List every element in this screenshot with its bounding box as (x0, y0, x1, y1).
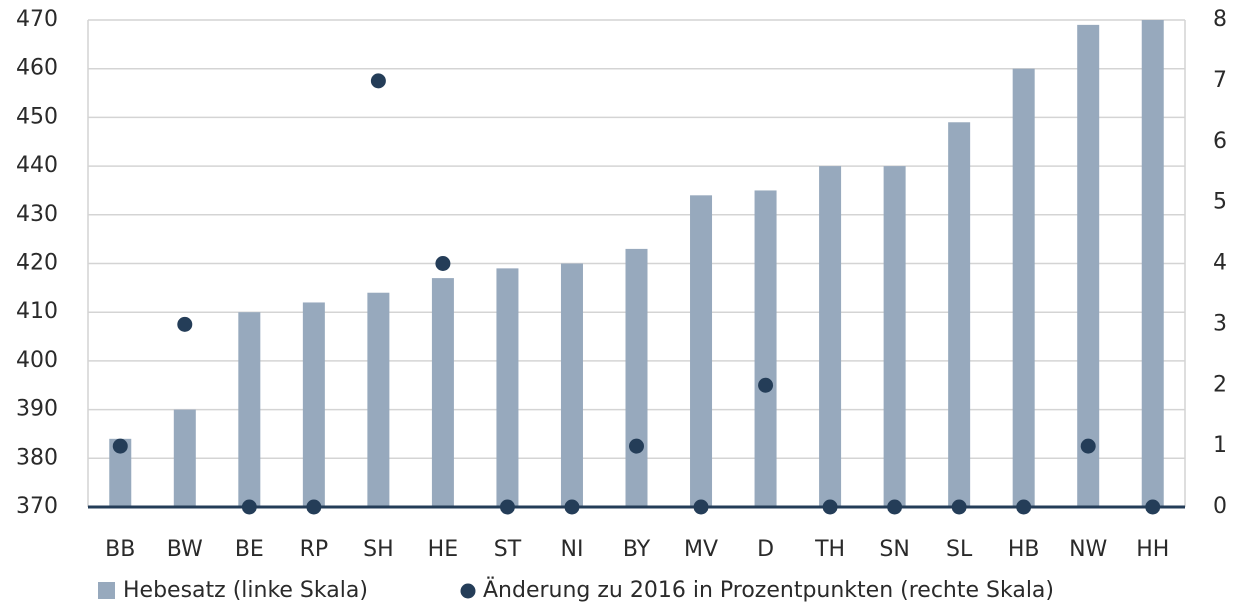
y2-tick-label: 8 (1213, 7, 1227, 32)
dot (306, 499, 322, 515)
y2-tick-label: 7 (1213, 68, 1227, 93)
dot (887, 499, 903, 515)
x-tick-label: MV (684, 537, 718, 562)
y2-tick-label: 3 (1213, 311, 1227, 336)
bar (496, 268, 519, 507)
y-tick-label: 450 (16, 104, 58, 129)
y-tick-label: 400 (16, 348, 58, 373)
y-tick-label: 470 (16, 7, 58, 32)
x-tick-label: SL (946, 537, 973, 562)
dot (177, 316, 193, 332)
x-tick-label: BW (167, 537, 203, 562)
bar (1141, 20, 1164, 507)
x-tick-label: BY (623, 537, 651, 562)
x-tick-label: ST (494, 537, 522, 562)
x-tick-label: RP (300, 537, 329, 562)
dot (822, 499, 838, 515)
y-tick-label: 390 (16, 397, 58, 422)
x-tick-label: BE (235, 537, 264, 562)
bar (754, 190, 777, 507)
y-tick-label: 440 (16, 153, 58, 178)
y2-tick-label: 4 (1213, 251, 1227, 276)
y2-tick-label: 5 (1213, 190, 1227, 215)
dot (435, 256, 451, 271)
bar (302, 302, 325, 507)
y-tick-label: 420 (16, 251, 58, 276)
x-tick-label: BB (105, 537, 135, 562)
dot (693, 499, 709, 515)
y2-tick-label: 0 (1213, 494, 1227, 519)
bar (690, 195, 713, 507)
y2-tick-label: 2 (1213, 372, 1227, 397)
x-tick-label: HH (1136, 537, 1169, 562)
legend-swatch (98, 582, 115, 599)
dot (112, 438, 128, 454)
bar (431, 278, 454, 507)
dot (951, 499, 967, 515)
dot (564, 499, 580, 515)
bar (109, 438, 132, 507)
y2-tick-label: 6 (1213, 129, 1227, 154)
bar (1012, 68, 1035, 507)
x-tick-label: TH (814, 537, 845, 562)
dot (1016, 499, 1032, 515)
dot (499, 499, 515, 515)
legend-label: Hebesatz (linke Skala) (123, 578, 368, 603)
bar (1077, 24, 1100, 508)
bar (173, 409, 196, 507)
dot (241, 499, 257, 515)
y2-tick-label: 1 (1213, 433, 1227, 458)
y-tick-label: 460 (16, 56, 58, 81)
bar (560, 263, 583, 507)
bar (948, 122, 971, 508)
x-tick-label: NW (1069, 537, 1107, 562)
y-tick-label: 410 (16, 299, 58, 324)
bar (367, 292, 390, 507)
bar (238, 312, 261, 507)
dot (629, 438, 644, 454)
bar (625, 248, 648, 507)
x-tick-label: D (757, 537, 774, 562)
y-tick-label: 370 (16, 494, 58, 519)
x-tick-label: SN (879, 537, 909, 562)
dot (758, 377, 774, 393)
x-tick-label: HB (1008, 537, 1040, 562)
bar (883, 166, 906, 507)
dot (1145, 499, 1161, 515)
y-tick-label: 430 (16, 202, 58, 227)
dot (370, 73, 386, 89)
y-tick-label: 380 (16, 445, 58, 470)
legend-swatch (460, 583, 476, 599)
x-tick-label: SH (363, 537, 394, 562)
dot (1080, 438, 1096, 454)
legend-label: Änderung zu 2016 in Prozentpunkten (rech… (483, 577, 1054, 603)
bar (819, 166, 842, 507)
x-tick-label: HE (428, 537, 458, 562)
x-tick-label: NI (560, 537, 583, 562)
